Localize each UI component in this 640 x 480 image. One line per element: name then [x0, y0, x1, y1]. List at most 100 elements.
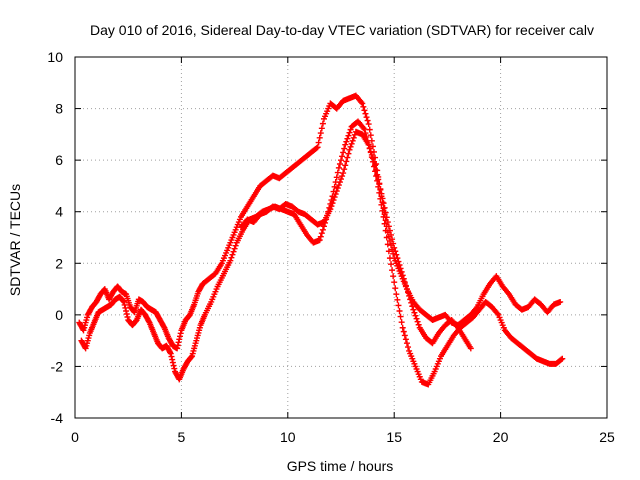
- data-point-marker: [388, 231, 395, 238]
- data-point-marker: [120, 298, 127, 305]
- data-point-marker: [177, 330, 184, 337]
- data-point-marker: [342, 162, 349, 169]
- data-point-marker: [383, 234, 390, 241]
- data-point-marker: [557, 298, 564, 305]
- data-point-marker: [368, 151, 375, 158]
- data-point-marker: [167, 350, 174, 357]
- data-point-marker: [400, 328, 407, 335]
- data-point-marker: [372, 162, 379, 169]
- data-point-marker: [335, 182, 342, 189]
- data-point-marker: [376, 181, 383, 188]
- data-point-marker: [188, 353, 195, 360]
- y-tick-label: 8: [55, 101, 63, 117]
- data-point-marker: [374, 177, 381, 184]
- data-point-marker: [363, 114, 370, 121]
- data-point-marker: [389, 267, 396, 274]
- data-point-marker: [319, 226, 326, 233]
- data-point-marker: [370, 158, 377, 165]
- x-tick-label: 20: [493, 429, 509, 445]
- data-point-marker: [350, 134, 357, 141]
- data-point-marker: [388, 261, 395, 268]
- data-point-marker: [384, 241, 391, 248]
- data-point-marker: [171, 365, 178, 372]
- data-point-marker: [395, 302, 402, 309]
- data-points: [76, 92, 566, 388]
- data-point-marker: [415, 321, 422, 328]
- data-point-marker: [505, 289, 512, 296]
- data-point-marker: [347, 126, 354, 133]
- y-tick-label: 2: [55, 255, 63, 271]
- data-point-marker: [345, 150, 352, 157]
- data-point-marker: [176, 336, 183, 343]
- data-point-marker: [369, 143, 376, 150]
- data-point-marker: [336, 179, 343, 186]
- data-point-marker: [343, 158, 350, 165]
- data-point-marker: [339, 153, 346, 160]
- data-point-marker: [410, 306, 417, 313]
- data-point-marker: [378, 190, 385, 197]
- data-point-marker: [331, 194, 338, 201]
- data-point-marker: [453, 323, 460, 330]
- data-point-marker: [401, 279, 408, 286]
- data-point-marker: [366, 126, 373, 133]
- data-point-marker: [395, 258, 402, 265]
- data-point-marker: [405, 344, 412, 351]
- data-point-marker: [373, 173, 380, 180]
- data-point-marker: [361, 107, 368, 114]
- data-point-marker: [333, 174, 340, 181]
- data-point-marker: [347, 143, 354, 150]
- data-point-marker: [317, 130, 324, 137]
- data-point-marker: [334, 185, 341, 192]
- data-point-marker: [400, 275, 407, 282]
- data-point-marker: [360, 103, 367, 110]
- series-track-a: [76, 92, 564, 352]
- y-axis-title: SDTVAR / TECUs: [7, 184, 23, 296]
- data-point-marker: [343, 138, 350, 145]
- data-point-marker: [393, 291, 400, 298]
- data-point-marker: [231, 245, 238, 252]
- data-point-marker: [120, 298, 127, 305]
- data-point-marker: [402, 282, 409, 289]
- data-point-marker: [338, 157, 344, 164]
- plot-frame: [74, 56, 608, 419]
- data-point-marker: [364, 117, 371, 124]
- y-tick-label: 0: [55, 307, 63, 323]
- data-point-marker: [367, 132, 374, 139]
- data-point-marker: [359, 100, 366, 107]
- x-tick-label: 10: [280, 429, 296, 445]
- data-point-marker: [381, 204, 388, 211]
- data-point-marker: [330, 197, 337, 204]
- data-point-marker: [394, 296, 401, 303]
- data-point-marker: [384, 219, 391, 226]
- data-point-marker: [383, 214, 390, 221]
- data-point-marker: [227, 257, 234, 264]
- data-point-marker: [385, 223, 392, 230]
- y-tick-label: -2: [51, 358, 64, 374]
- data-point-marker: [145, 318, 152, 325]
- data-point-marker: [339, 173, 346, 180]
- data-point-marker: [121, 301, 128, 308]
- data-point-marker: [375, 176, 382, 183]
- data-point-marker: [399, 272, 406, 279]
- data-point-marker: [319, 120, 326, 127]
- data-point-marker: [174, 345, 181, 352]
- data-point-marker: [393, 251, 400, 258]
- data-point-marker: [318, 125, 325, 132]
- data-point-marker: [170, 362, 177, 369]
- data-point-marker: [316, 134, 323, 141]
- data-point-marker: [316, 237, 323, 244]
- data-point-marker: [232, 242, 239, 249]
- data-point-marker: [332, 191, 339, 198]
- data-point-marker: [367, 148, 374, 155]
- data-point-marker: [403, 340, 410, 347]
- data-point-marker: [230, 248, 237, 255]
- data-point-marker: [340, 170, 347, 177]
- data-point-marker: [389, 236, 396, 243]
- data-point-marker: [348, 140, 355, 147]
- x-tick-label: 15: [386, 429, 402, 445]
- data-point-marker: [174, 342, 181, 349]
- data-point-marker: [361, 126, 368, 133]
- data-point-marker: [169, 356, 176, 363]
- data-point-marker: [369, 155, 376, 162]
